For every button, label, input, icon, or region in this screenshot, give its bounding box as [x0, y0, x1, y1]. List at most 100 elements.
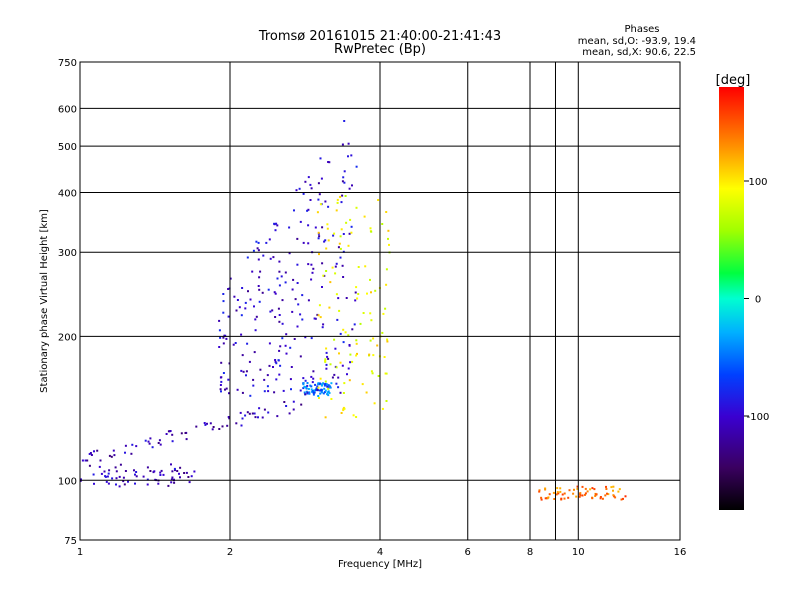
data-point — [173, 467, 176, 470]
data-point — [364, 265, 367, 268]
data-point — [249, 394, 252, 397]
y-tick-label: 300 — [58, 248, 77, 259]
data-point — [350, 154, 353, 157]
data-point — [584, 487, 587, 490]
data-point — [291, 288, 294, 291]
data-point — [572, 492, 575, 495]
data-point — [342, 233, 345, 235]
data-point — [310, 385, 313, 388]
data-point — [317, 231, 320, 234]
data-point — [252, 384, 255, 387]
data-point — [220, 361, 223, 364]
x-tick-label: 1 — [77, 547, 83, 558]
data-point — [329, 281, 332, 284]
x-tick-label: 2 — [227, 547, 233, 558]
data-point — [248, 412, 251, 415]
data-point — [171, 433, 174, 436]
data-point — [346, 373, 348, 376]
data-point — [576, 487, 579, 490]
data-point — [278, 349, 281, 352]
data-point — [330, 382, 333, 385]
data-point — [385, 372, 388, 375]
data-point — [93, 482, 95, 485]
data-point — [153, 470, 156, 473]
data-point — [317, 182, 320, 185]
data-point — [106, 475, 109, 478]
data-point — [244, 301, 247, 304]
data-point — [370, 370, 373, 373]
data-point — [185, 438, 188, 441]
data-point — [273, 222, 276, 225]
data-point — [333, 373, 336, 376]
data-point — [314, 317, 317, 320]
data-point — [159, 471, 162, 474]
data-point — [222, 336, 225, 339]
data-point — [386, 338, 389, 341]
data-point — [278, 260, 281, 263]
data-point — [368, 353, 371, 356]
data-point — [89, 452, 92, 454]
data-point — [334, 265, 337, 268]
data-point — [355, 354, 358, 357]
data-point — [347, 155, 349, 158]
stats-line-o: mean, sd,O: -93.9, 19.4 — [578, 36, 696, 47]
data-point — [579, 494, 582, 497]
data-point — [568, 489, 571, 492]
data-point — [317, 314, 320, 317]
data-point — [263, 378, 266, 381]
data-point — [84, 459, 87, 462]
data-point — [268, 364, 271, 367]
data-point — [240, 314, 243, 317]
data-point — [310, 187, 313, 190]
data-point — [341, 143, 344, 146]
data-point — [385, 283, 388, 286]
data-point — [80, 478, 82, 481]
data-point — [369, 278, 371, 281]
data-point — [225, 337, 228, 340]
data-point — [363, 215, 366, 218]
data-point — [255, 240, 258, 243]
data-point — [278, 320, 281, 323]
data-point — [578, 495, 581, 498]
data-point — [350, 225, 353, 228]
data-point — [310, 263, 313, 266]
data-point — [219, 388, 222, 391]
data-point — [319, 203, 322, 206]
data-point — [613, 495, 616, 498]
data-point — [320, 388, 323, 391]
data-point — [304, 180, 307, 183]
data-point — [180, 432, 183, 435]
data-point — [276, 415, 279, 418]
data-point — [618, 488, 621, 491]
data-point — [614, 496, 617, 499]
data-point — [212, 426, 215, 428]
data-point — [179, 466, 182, 469]
data-point — [79, 479, 82, 482]
data-point — [313, 389, 316, 392]
data-point — [288, 252, 291, 255]
data-point — [274, 292, 277, 295]
data-point — [112, 449, 115, 452]
data-point — [227, 378, 230, 381]
data-point — [222, 342, 225, 345]
colorbar — [719, 87, 744, 510]
data-point — [283, 401, 286, 403]
data-point — [258, 300, 261, 303]
data-point — [314, 226, 317, 229]
data-point — [331, 266, 334, 269]
data-point — [334, 347, 337, 350]
data-point — [98, 465, 101, 468]
data-point — [292, 400, 295, 403]
data-point — [325, 363, 328, 366]
data-point — [289, 346, 292, 349]
data-point — [307, 224, 310, 227]
data-point — [257, 416, 259, 419]
data-point — [269, 310, 272, 313]
data-point — [288, 412, 291, 415]
data-point — [357, 293, 360, 295]
data-point — [345, 297, 348, 299]
data-point — [333, 232, 336, 235]
data-point — [342, 392, 345, 394]
data-point — [246, 256, 249, 259]
